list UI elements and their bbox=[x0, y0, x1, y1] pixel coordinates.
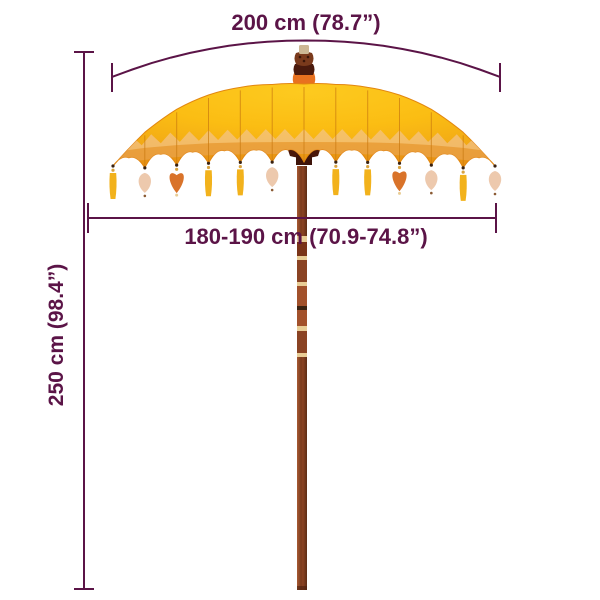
svg-text:250 cm (98.4”): 250 cm (98.4”) bbox=[45, 264, 68, 406]
svg-text:180-190 cm (70.9-74.8”): 180-190 cm (70.9-74.8”) bbox=[184, 224, 427, 249]
svg-text:200 cm (78.7”): 200 cm (78.7”) bbox=[231, 10, 380, 35]
